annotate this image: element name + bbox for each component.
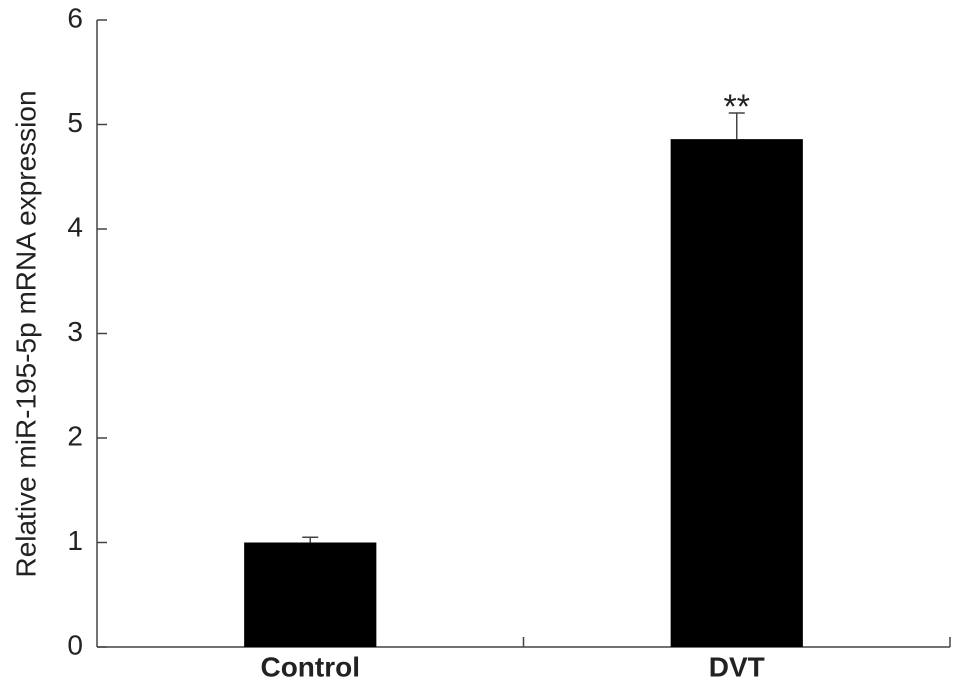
y-tick-label: 2: [67, 420, 83, 451]
y-tick-label: 3: [67, 316, 83, 347]
y-tick-label: 1: [67, 525, 83, 556]
y-tick-label: 6: [67, 2, 83, 33]
y-tick-label: 4: [67, 211, 83, 242]
error-bar: [302, 536, 319, 543]
x-tick-label: DVT: [709, 651, 765, 682]
bar: [670, 139, 803, 647]
y-tick-label: 0: [67, 629, 83, 660]
bar: [244, 542, 377, 647]
significance-label: **: [724, 88, 750, 126]
error-bar: [728, 112, 745, 140]
y-tick-label: 5: [67, 107, 83, 138]
x-tick-label: Control: [260, 651, 360, 682]
y-axis-label: Relative miR-195-5p mRNA expression: [10, 90, 41, 577]
